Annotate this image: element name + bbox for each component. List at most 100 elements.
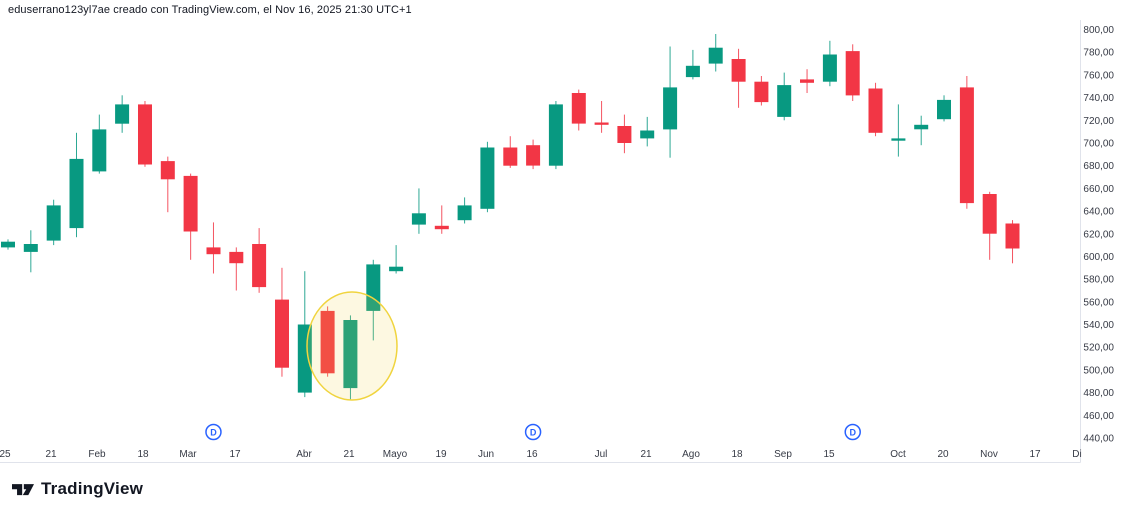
dividend-marker-icon[interactable] xyxy=(844,423,861,441)
time-axis-label[interactable]: 16 xyxy=(526,449,538,460)
candlestick[interactable] xyxy=(23,230,38,273)
candlestick[interactable] xyxy=(275,267,289,377)
price-axis-label[interactable]: 620,00 xyxy=(1083,229,1114,240)
time-axis-label[interactable]: 17 xyxy=(1029,449,1041,460)
candle-body xyxy=(754,81,769,103)
candlestick[interactable] xyxy=(480,141,495,213)
price-axis-label[interactable]: 700,00 xyxy=(1083,139,1114,150)
price-axis-label[interactable]: 800,00 xyxy=(1083,25,1114,36)
candlestick[interactable] xyxy=(1005,220,1020,264)
candlestick[interactable] xyxy=(663,46,678,158)
time-axis-label[interactable]: 25 xyxy=(0,449,11,460)
candlestick[interactable] xyxy=(92,114,107,174)
price-axis-label[interactable]: 540,00 xyxy=(1083,320,1114,331)
candlestick[interactable] xyxy=(457,197,472,224)
time-axis-label[interactable]: 15 xyxy=(823,449,835,460)
candlestick[interactable] xyxy=(708,34,723,72)
price-axis-label[interactable]: 560,00 xyxy=(1083,297,1114,308)
price-axis-label[interactable]: 740,00 xyxy=(1083,93,1114,104)
candle-body xyxy=(640,130,655,139)
price-axis-label[interactable]: 580,00 xyxy=(1083,275,1114,286)
candlestick[interactable] xyxy=(366,259,381,341)
candlestick[interactable] xyxy=(754,76,769,106)
time-axis-label[interactable]: 21 xyxy=(640,449,652,460)
time-axis-label[interactable]: 17 xyxy=(229,449,241,460)
price-axis-label[interactable]: 660,00 xyxy=(1083,184,1114,195)
candlestick[interactable] xyxy=(594,101,609,133)
candlestick[interactable] xyxy=(160,156,175,213)
time-axis-label[interactable]: 21 xyxy=(45,449,57,460)
price-axis-label[interactable]: 760,00 xyxy=(1083,70,1114,81)
candlestick[interactable] xyxy=(297,271,312,398)
price-axis-label[interactable]: 500,00 xyxy=(1083,365,1114,376)
price-axis-label[interactable]: 640,00 xyxy=(1083,207,1114,218)
candle-body xyxy=(526,145,541,166)
candlestick[interactable] xyxy=(46,199,61,246)
candlestick[interactable] xyxy=(229,247,244,291)
candlestick[interactable] xyxy=(389,245,404,274)
candlestick[interactable] xyxy=(822,40,837,87)
candlestick[interactable] xyxy=(731,48,746,108)
candle-body xyxy=(1,241,15,248)
candlestick[interactable] xyxy=(434,205,449,234)
candlestick[interactable] xyxy=(206,222,221,274)
candlestick[interactable] xyxy=(526,139,541,170)
time-axis-label[interactable]: Oct xyxy=(890,449,906,460)
candle-body xyxy=(548,104,563,166)
candlestick[interactable] xyxy=(69,132,84,238)
candlestick[interactable] xyxy=(959,76,974,209)
price-axis-label[interactable]: 480,00 xyxy=(1083,388,1114,399)
time-axis-label[interactable]: Nov xyxy=(980,449,998,460)
time-axis-label[interactable]: Jun xyxy=(478,449,494,460)
candlestick[interactable] xyxy=(548,101,563,170)
candlestick[interactable] xyxy=(937,95,951,122)
candlestick[interactable] xyxy=(891,104,906,157)
candlestick[interactable] xyxy=(685,49,700,80)
highlight-ellipse-annotation[interactable] xyxy=(306,291,398,401)
time-axis-label[interactable]: 18 xyxy=(731,449,743,460)
candle-body xyxy=(115,104,130,124)
price-axis-label[interactable]: 600,00 xyxy=(1083,252,1114,263)
price-axis-label[interactable]: 680,00 xyxy=(1083,161,1114,172)
candlestick[interactable] xyxy=(138,101,152,167)
price-axis-label[interactable]: 520,00 xyxy=(1083,343,1114,354)
candlestick[interactable] xyxy=(982,191,997,260)
candlestick[interactable] xyxy=(914,115,929,146)
time-axis-label[interactable]: Abr xyxy=(296,449,312,460)
time-axis-label[interactable]: Mayo xyxy=(383,449,408,460)
candlestick[interactable] xyxy=(617,114,632,154)
time-axis-label[interactable]: 19 xyxy=(435,449,447,460)
dividend-marker-icon[interactable] xyxy=(524,423,542,441)
price-axis-label[interactable]: 460,00 xyxy=(1083,411,1114,422)
dividend-marker-icon[interactable] xyxy=(205,423,222,441)
tradingview-logo[interactable]: TradingView xyxy=(12,479,143,499)
time-axis-label[interactable]: 21 xyxy=(343,449,355,460)
time-axis-label[interactable]: Ago xyxy=(682,449,700,460)
candlestick[interactable] xyxy=(503,136,518,168)
candlestick[interactable] xyxy=(320,306,335,377)
candlestick[interactable] xyxy=(640,116,655,147)
candlestick[interactable] xyxy=(252,228,267,293)
candlestick[interactable] xyxy=(411,188,426,234)
time-axis-label[interactable]: Sep xyxy=(774,449,792,460)
time-axis-label[interactable]: 18 xyxy=(137,449,149,460)
candlestick[interactable] xyxy=(777,72,792,121)
time-axis-label[interactable]: Jul xyxy=(595,449,608,460)
candle-body xyxy=(800,79,814,83)
time-axis-label[interactable]: 20 xyxy=(937,449,949,460)
candlestick[interactable] xyxy=(343,315,358,400)
time-axis-label[interactable]: Mar xyxy=(179,449,197,460)
price-axis-label[interactable]: 440,00 xyxy=(1083,434,1114,445)
candlestick[interactable] xyxy=(183,173,198,260)
time-axis-label[interactable]: Di xyxy=(1072,449,1081,460)
time-axis-label[interactable]: Feb xyxy=(88,449,106,460)
candlestick[interactable] xyxy=(115,95,130,133)
price-axis-label[interactable]: 780,00 xyxy=(1083,48,1114,59)
price-axis-label[interactable]: 720,00 xyxy=(1083,116,1114,127)
candlestick[interactable] xyxy=(868,82,883,137)
candlestick[interactable] xyxy=(800,69,814,93)
candlestick[interactable] xyxy=(845,44,860,101)
candlestick[interactable] xyxy=(1,239,15,250)
candlestick[interactable] xyxy=(571,89,586,131)
